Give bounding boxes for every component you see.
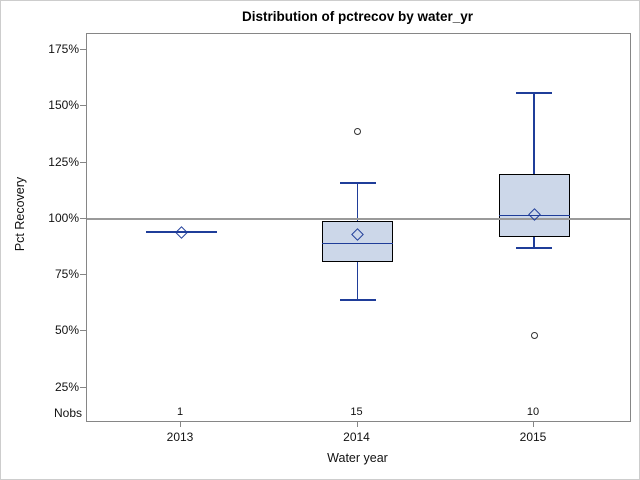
y-tick: [80, 330, 86, 332]
y-tick-label: 75%: [54, 267, 79, 281]
nobs-row-label: Nobs: [53, 406, 82, 420]
y-tick-label: 175%: [48, 42, 79, 56]
y-tick-label: 25%: [54, 379, 79, 394]
box: [498, 173, 570, 237]
whisker-cap-bottom: [339, 298, 376, 301]
y-tick: [80, 105, 86, 107]
mean-diamond: [174, 225, 188, 239]
y-tick-label: 100%: [48, 210, 79, 225]
box: [322, 221, 393, 262]
x-axis-title: Water year: [327, 451, 388, 465]
outlier-point: [354, 127, 361, 135]
y-tick: [80, 217, 86, 219]
whisker-cap-bottom: [516, 247, 552, 249]
nobs-value: 1: [176, 406, 184, 418]
whisker-stem: [533, 92, 535, 248]
x-tick: [356, 421, 358, 427]
plot-area: [86, 33, 631, 422]
x-tick-label: 2013: [166, 430, 194, 444]
x-tick-label: 2015: [519, 430, 547, 444]
x-tick: [533, 421, 534, 427]
x-tick-label: 2014: [343, 430, 370, 444]
median-line: [322, 242, 393, 245]
chart-title: Distribution of pctrecov by water_yr: [241, 9, 474, 24]
outlier-point: [530, 332, 538, 340]
whisker-cap-top: [339, 181, 376, 184]
reference-line: [87, 218, 630, 220]
whisker-cap-top: [516, 91, 552, 94]
y-tick: [80, 386, 86, 388]
y-tick-label: 125%: [48, 154, 79, 169]
nobs-value: 15: [350, 406, 363, 418]
y-tick-label: 150%: [48, 98, 79, 113]
median-line: [498, 214, 570, 217]
single-value-line: [145, 231, 217, 234]
y-tick: [80, 274, 86, 275]
nobs-value: 10: [526, 406, 540, 418]
y-tick: [80, 161, 86, 163]
y-axis-title: Pct Recovery: [13, 176, 27, 252]
y-tick: [80, 49, 86, 50]
x-tick: [180, 421, 181, 427]
y-tick-label: 50%: [54, 323, 79, 338]
